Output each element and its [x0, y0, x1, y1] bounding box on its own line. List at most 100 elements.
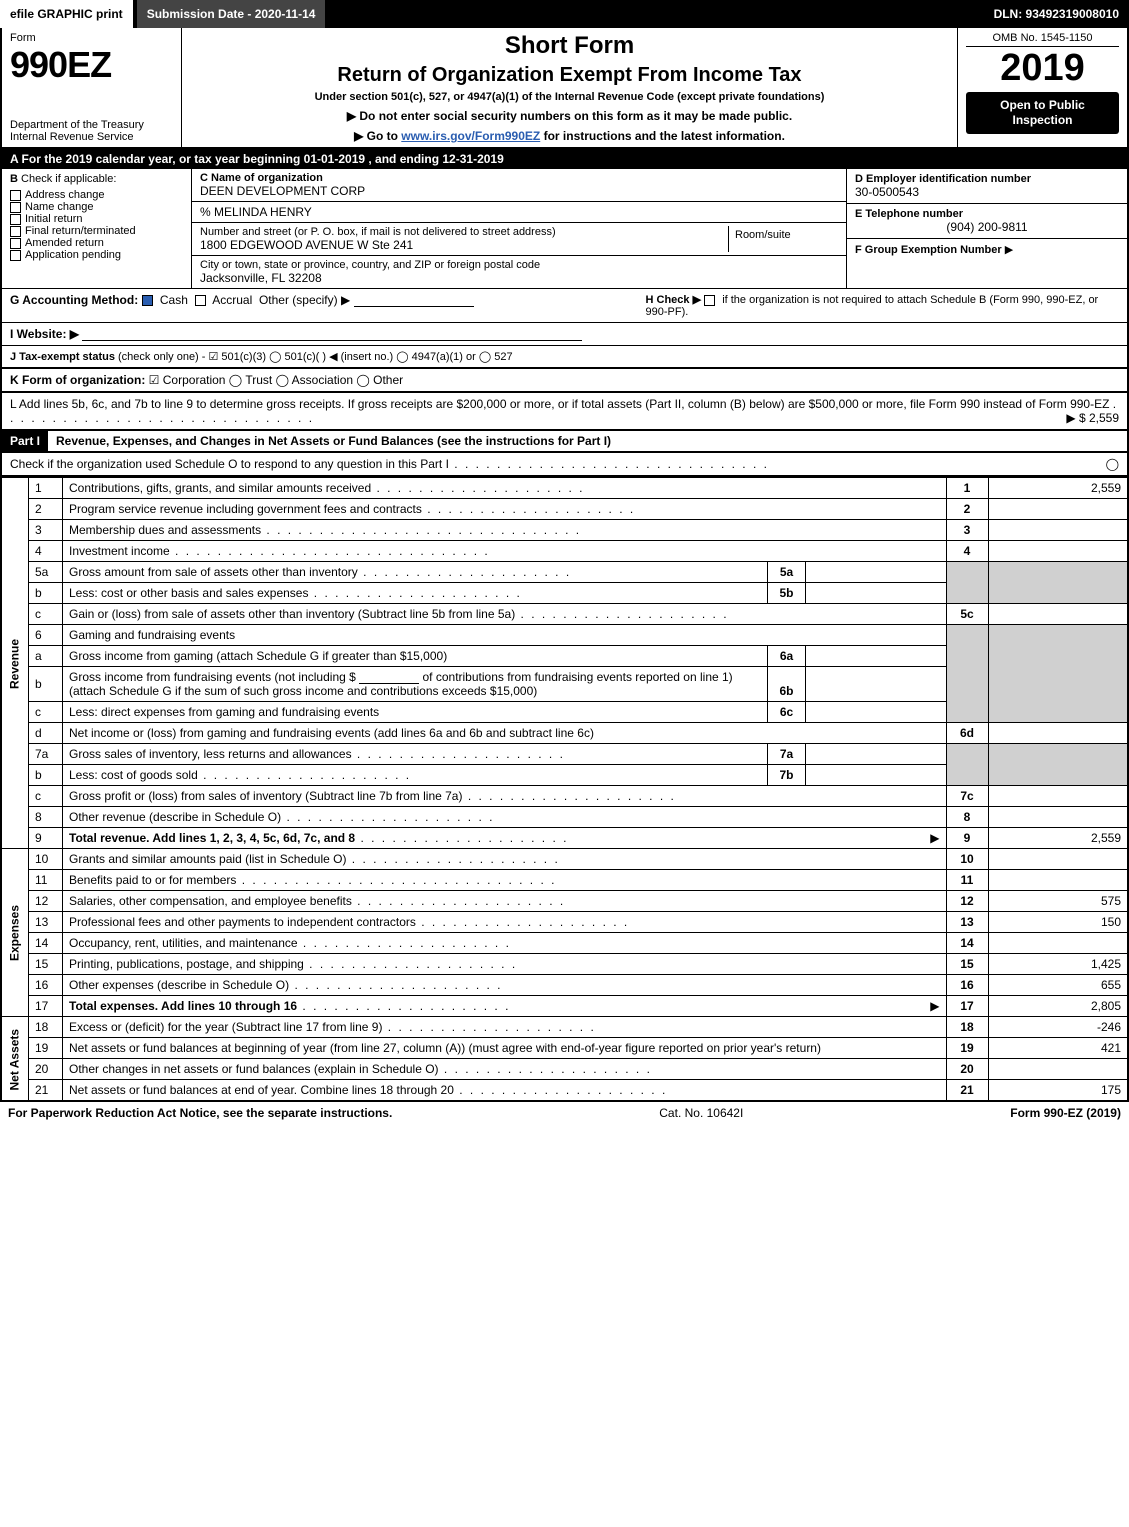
revenue-side-label: Revenue — [1, 478, 29, 849]
j-rest: (check only one) - ☑ 501(c)(3) ◯ 501(c)(… — [118, 351, 513, 363]
ln7ab-shade-amt — [988, 744, 1128, 786]
phone-value: (904) 200-9811 — [855, 220, 1119, 234]
chk-initial-return[interactable]: Initial return — [10, 213, 183, 225]
ln21-desc: Net assets or fund balances at end of ye… — [63, 1080, 947, 1102]
ln6b-wrap: Gross income from fundraising events (no… — [63, 667, 947, 702]
info-grid: B Check if applicable: Address change Na… — [2, 169, 1127, 288]
short-form-title: Short Form — [190, 32, 949, 60]
ln7b-num: b — [29, 765, 63, 786]
h-pre: H Check ▶ — [646, 294, 702, 306]
open-to-public-box: Open to Public Inspection — [966, 92, 1119, 134]
ln21-cell: 21 — [946, 1080, 988, 1102]
ln3-num: 3 — [29, 520, 63, 541]
street-address: 1800 EDGEWOOD AVENUE W Ste 241 — [200, 238, 728, 252]
f-arrow: ▶ — [1005, 244, 1013, 256]
dln-label: DLN: 93492319008010 — [984, 0, 1129, 28]
header-center: Short Form Return of Organization Exempt… — [182, 28, 957, 147]
ln4-amt — [988, 541, 1128, 562]
ln4-desc: Investment income — [63, 541, 947, 562]
row-j: J Tax-exempt status (check only one) - ☑… — [2, 345, 1127, 367]
ln7b-wrap: Less: cost of goods sold 7b — [63, 765, 947, 786]
ln6-desc: Gaming and fundraising events — [63, 625, 947, 646]
section-a-row: A For the 2019 calendar year, or tax yea… — [0, 149, 1129, 369]
ln5c-num: c — [29, 604, 63, 625]
ln6-num: 6 — [29, 625, 63, 646]
chk-accrual[interactable] — [195, 295, 206, 306]
addr-label: Number and street (or P. O. box, if mail… — [200, 226, 728, 238]
topbar-spacer — [325, 0, 983, 28]
ln15-cell: 15 — [946, 954, 988, 975]
ln5c-cell: 5c — [946, 604, 988, 625]
ln1-num: 1 — [29, 478, 63, 499]
ln5ab-shade-amt — [988, 562, 1128, 604]
room-suite-label: Room/suite — [735, 229, 832, 241]
go-pre: ▶ Go to — [354, 129, 401, 143]
ln15-amt: 1,425 — [988, 954, 1128, 975]
section-def: D Employer identification number 30-0500… — [847, 169, 1127, 288]
part-i-checkbox[interactable]: ◯ — [1106, 457, 1119, 471]
g-label: G Accounting Method: — [10, 293, 138, 307]
row-h: H Check ▶ if the organization is not req… — [646, 293, 1119, 318]
ln20-desc: Other changes in net assets or fund bala… — [63, 1059, 947, 1080]
ln6d-cell: 6d — [946, 723, 988, 744]
ln14-amt — [988, 933, 1128, 954]
ln8-desc: Other revenue (describe in Schedule O) — [63, 807, 947, 828]
part-i-label: Part I — [2, 431, 48, 451]
j-label: J Tax-exempt status — [10, 351, 115, 363]
ln10-num: 10 — [29, 849, 63, 870]
chk-cash[interactable] — [142, 295, 153, 306]
ln11-desc: Benefits paid to or for members — [63, 870, 947, 891]
org-name: DEEN DEVELOPMENT CORP — [200, 184, 838, 198]
chk-amended-return[interactable]: Amended return — [10, 237, 183, 249]
row-l: L Add lines 5b, 6c, and 7b to line 9 to … — [0, 393, 1129, 431]
ln6-shade-amt — [988, 625, 1128, 723]
chk-h[interactable] — [704, 295, 715, 306]
ln13-desc: Professional fees and other payments to … — [63, 912, 947, 933]
k-rest: ☑ Corporation ◯ Trust ◯ Association ◯ Ot… — [149, 373, 403, 387]
ln5a-mid: 5a — [768, 562, 806, 582]
ln19-cell: 19 — [946, 1038, 988, 1059]
ln6c-desc: Less: direct expenses from gaming and fu… — [63, 702, 768, 722]
chk-address-change[interactable]: Address change — [10, 189, 183, 201]
ln1-amt: 2,559 — [988, 478, 1128, 499]
chk-final-return[interactable]: Final return/terminated — [10, 225, 183, 237]
ln14-num: 14 — [29, 933, 63, 954]
row-i: I Website: ▶ — [2, 322, 1127, 345]
row-g-h: G Accounting Method: Cash Accrual Other … — [2, 288, 1127, 322]
ln2-desc: Program service revenue including govern… — [63, 499, 947, 520]
header-right: OMB No. 1545-1150 2019 Open to Public In… — [957, 28, 1127, 147]
ln3-desc: Membership dues and assessments — [63, 520, 947, 541]
ln1-cell: 1 — [946, 478, 988, 499]
ln6b-num: b — [29, 667, 63, 702]
ln7a-num: 7a — [29, 744, 63, 765]
ln6d-desc: Net income or (loss) from gaming and fun… — [63, 723, 947, 744]
website-blank[interactable] — [82, 329, 582, 341]
ln5a-desc: Gross amount from sale of assets other t… — [63, 562, 768, 582]
irs-link[interactable]: www.irs.gov/Form990EZ — [401, 129, 540, 143]
ln10-cell: 10 — [946, 849, 988, 870]
chk-application-pending[interactable]: Application pending — [10, 249, 183, 261]
c-name-label: C Name of organization — [200, 172, 838, 184]
city-label: City or town, state or province, country… — [200, 259, 838, 271]
efile-print-pill[interactable]: efile GRAPHIC print — [0, 0, 133, 28]
ln5b-wrap: Less: cost or other basis and sales expe… — [63, 583, 947, 604]
e-phone-label: E Telephone number — [855, 208, 1119, 220]
form-word: Form — [10, 32, 173, 44]
ln6b-blank[interactable] — [359, 672, 419, 684]
ln5b-desc: Less: cost or other basis and sales expe… — [63, 583, 768, 603]
under-section-text: Under section 501(c), 527, or 4947(a)(1)… — [190, 91, 949, 103]
ln6c-mid: 6c — [768, 702, 806, 722]
other-specify-blank[interactable] — [354, 295, 474, 307]
ln6a-num: a — [29, 646, 63, 667]
tax-year-line: A For the 2019 calendar year, or tax yea… — [2, 149, 1127, 169]
ln15-num: 15 — [29, 954, 63, 975]
page-footer: For Paperwork Reduction Act Notice, see … — [0, 1102, 1129, 1124]
ln17-cell: 17 — [946, 996, 988, 1017]
ein-value: 30-0500543 — [855, 185, 1119, 199]
chk-name-change[interactable]: Name change — [10, 201, 183, 213]
ln13-cell: 13 — [946, 912, 988, 933]
ln19-desc: Net assets or fund balances at beginning… — [63, 1038, 947, 1059]
b-label: B — [10, 173, 18, 185]
ln5a-num: 5a — [29, 562, 63, 583]
ln12-cell: 12 — [946, 891, 988, 912]
